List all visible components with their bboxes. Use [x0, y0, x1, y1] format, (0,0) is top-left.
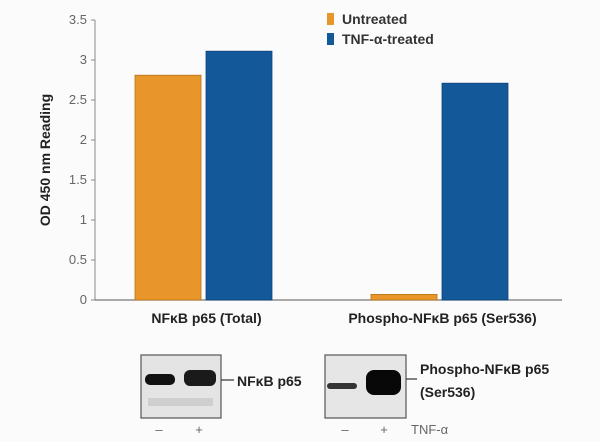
y-tick-label: 1: [80, 212, 87, 227]
x-tick-label: Phospho-NFκB p65 (Ser536): [348, 310, 536, 326]
bar-untreated-1: [370, 293, 438, 301]
lane-minus-2: –: [341, 422, 349, 437]
y-tick-label: 0.5: [69, 252, 87, 267]
legend: Untreated TNF-α-treated: [327, 11, 434, 47]
band-treated: [366, 370, 401, 395]
y-axis-label: OD 450 nm Reading: [37, 94, 53, 226]
y-tick-label: 2: [80, 132, 87, 147]
western-blot-phospho: Phospho-NFκB p65 (Ser536): [324, 354, 549, 419]
lane-plus-2: +: [380, 422, 388, 437]
legend-label: TNF-α-treated: [342, 31, 434, 47]
band-untreated: [327, 383, 357, 389]
bar-untreated-0: [134, 74, 202, 301]
bar-treated-1: [441, 82, 509, 301]
band-treated: [184, 370, 216, 386]
lane-minus-1: –: [155, 422, 163, 437]
y-tick-label: 3: [80, 52, 87, 67]
lane-labels: – + – + TNF-α: [155, 422, 448, 437]
blot-label-phospho-site: (Ser536): [420, 384, 475, 400]
y-tick-label: 1.5: [69, 172, 87, 187]
legend-swatch: [327, 13, 334, 25]
y-tick-label: 0: [80, 292, 87, 307]
western-blot-total: NFκB p65: [140, 354, 302, 419]
y-tick-label: 2.5: [69, 92, 87, 107]
blot-label-total: NFκB p65: [237, 373, 302, 389]
band-untreated: [145, 374, 175, 385]
bar-treated-0: [205, 50, 273, 301]
legend-swatch: [327, 33, 334, 45]
y-tick-label: 3.5: [69, 12, 87, 27]
treatment-label: TNF-α: [411, 422, 449, 437]
lane-plus-1: +: [195, 422, 203, 437]
x-tick-label: NFκB p65 (Total): [151, 310, 261, 326]
blot-label-phospho: Phospho-NFκB p65: [420, 361, 549, 377]
bars: [134, 50, 509, 301]
x-axis-labels: NFκB p65 (Total) Phospho-NFκB p65 (Ser536…: [151, 310, 536, 326]
legend-label: Untreated: [342, 11, 407, 27]
